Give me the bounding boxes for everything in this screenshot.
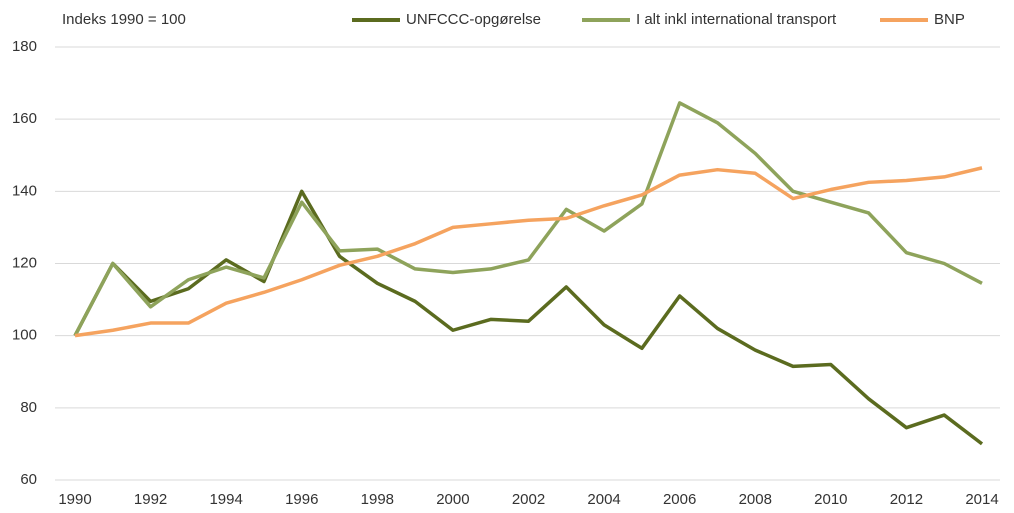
x-tick-label: 2014	[965, 491, 998, 508]
x-tick-label: 2012	[890, 491, 923, 508]
series-line	[73, 189, 984, 446]
series-line	[74, 166, 983, 338]
x-tick-label: 2002	[512, 491, 545, 508]
y-tick-label: 160	[12, 110, 37, 127]
x-tick-label: 1998	[361, 491, 394, 508]
legend-label: BNP	[934, 11, 965, 28]
x-tick-label: 2000	[436, 491, 469, 508]
annotation: Indeks 1990 = 100	[62, 11, 186, 28]
y-tick-label: 140	[12, 182, 37, 199]
y-tick-label: 80	[20, 399, 37, 416]
y-tick-label: 180	[12, 38, 37, 55]
legend-label: I alt inkl international transport	[636, 11, 837, 28]
x-tick-label: 2004	[587, 491, 620, 508]
x-tick-label: 1992	[134, 491, 167, 508]
x-tick-label: 1990	[58, 491, 91, 508]
y-tick-label: 120	[12, 254, 37, 271]
legend-label: UNFCCC-opgørelse	[406, 11, 541, 28]
series-line	[73, 101, 983, 337]
x-tick-label: 2006	[663, 491, 696, 508]
y-tick-label: 60	[20, 471, 37, 488]
x-tick-label: 2010	[814, 491, 847, 508]
x-tick-label: 1994	[209, 491, 242, 508]
x-tick-label: 1996	[285, 491, 318, 508]
y-tick-label: 100	[12, 327, 37, 344]
x-tick-label: 2008	[739, 491, 772, 508]
